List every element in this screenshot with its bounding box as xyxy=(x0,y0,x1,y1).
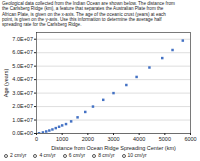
svg-text:4000: 4000 xyxy=(133,136,145,142)
html-text:point, is given on the y-axis.: point, is given on the y-axis. Use this … xyxy=(2,16,162,22)
svg-text:2.0E+07: 2.0E+07 xyxy=(12,104,33,110)
svg-text:6000: 6000 xyxy=(184,136,196,142)
svg-text:3.0E+07: 3.0E+07 xyxy=(12,90,33,96)
html-text:the Carlsberg Ridge (km), a fe: the Carlsberg Ridge (km), a feature that… xyxy=(2,6,164,12)
svg-text:5.0E+07: 5.0E+07 xyxy=(12,63,33,69)
svg-text:7.0E+07: 7.0E+07 xyxy=(12,36,33,42)
svg-text:0: 0 xyxy=(35,136,38,142)
svg-text:4.0E+07: 4.0E+07 xyxy=(12,77,33,83)
html-text:10 cm/yr: 10 cm/yr xyxy=(127,152,147,159)
html-text:spreading rate for the Carlsbe: spreading rate for the Carlsberg Ridge. xyxy=(2,22,82,28)
html-text:6 cm/yr: 6 cm/yr xyxy=(68,152,86,159)
svg-text:5000: 5000 xyxy=(159,136,171,142)
svg-text:3000: 3000 xyxy=(107,136,119,142)
svg-text:0.0E+00: 0.0E+00 xyxy=(12,131,33,137)
html-text:4 cm/yr: 4 cm/yr xyxy=(39,152,56,159)
svg-text:1.0E+07: 1.0E+07 xyxy=(12,117,33,123)
svg-text:Distance from Ocean Ridge Spre: Distance from Ocean Ridge Spreading Cent… xyxy=(51,145,176,151)
svg-text:6.0E+07: 6.0E+07 xyxy=(12,50,33,56)
html-text:2 cm/yr: 2 cm/yr xyxy=(10,152,27,159)
html-text:African Plate, is given on the: African Plate, is given on the x-axis. T… xyxy=(2,11,166,17)
html-text:8 cm/yr: 8 cm/yr xyxy=(98,152,115,159)
svg-text:2000: 2000 xyxy=(82,136,94,142)
html-text:Geological data collected from: Geological data collected from the India… xyxy=(2,1,175,6)
svg-text:1000: 1000 xyxy=(56,136,68,142)
svg-text:Age (years): Age (years) xyxy=(3,69,9,98)
